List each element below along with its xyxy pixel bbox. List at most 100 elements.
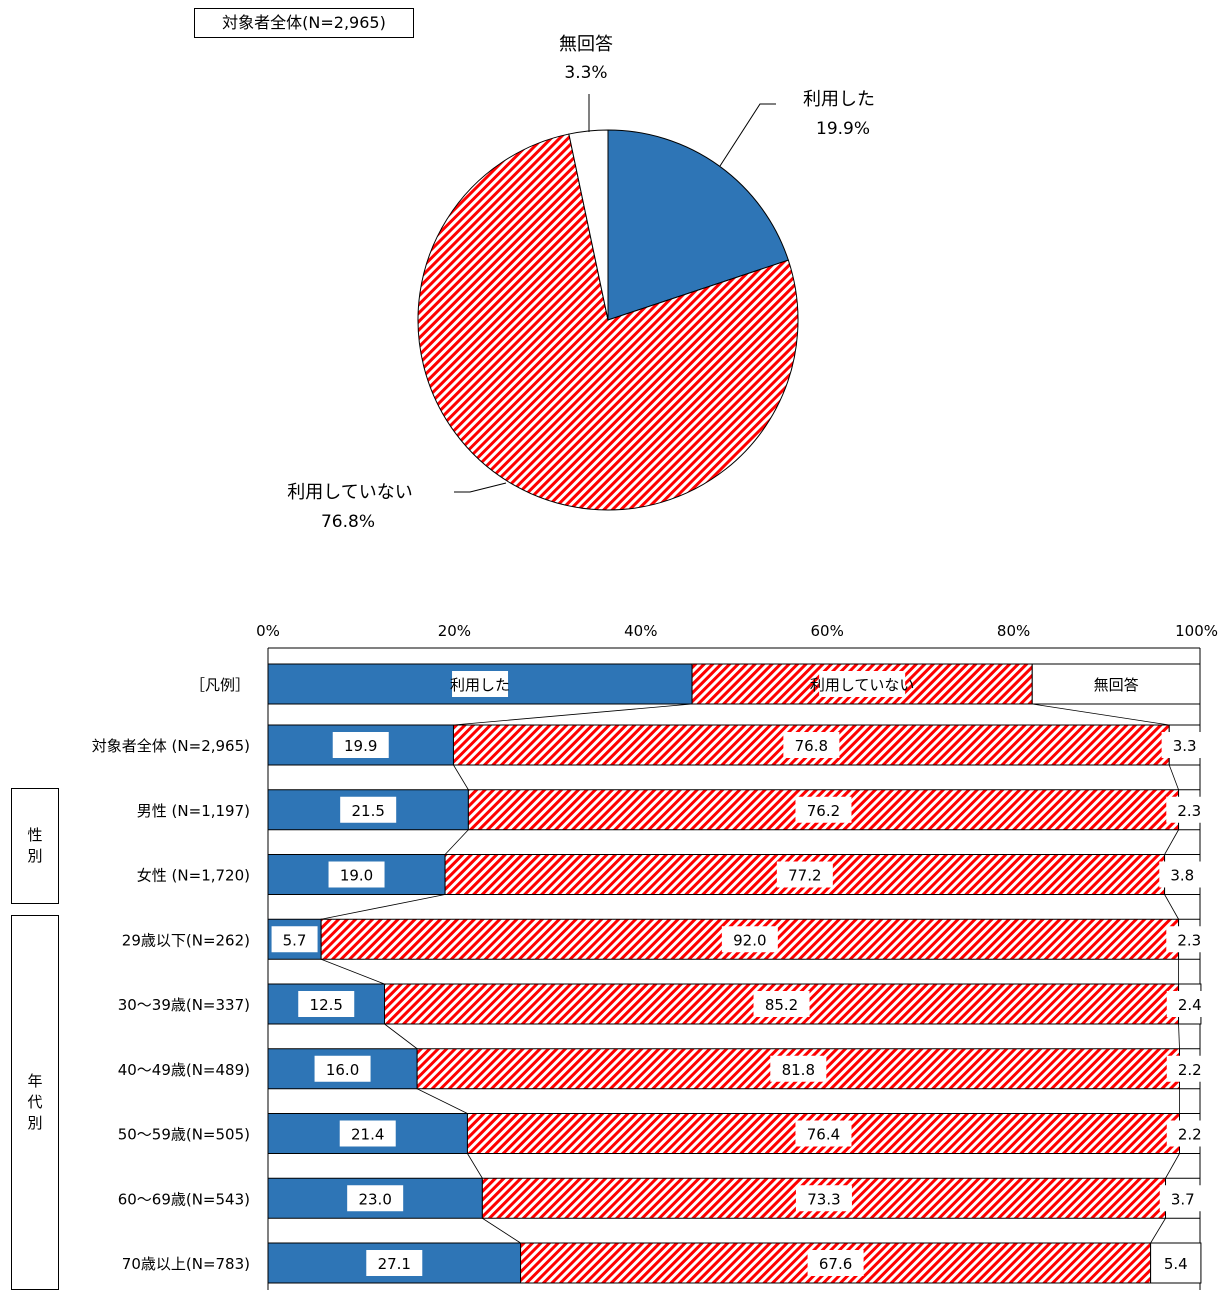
legend-row-value-box: [452, 671, 509, 697]
bar-row-category-label: 29歳以下(N=262): [122, 931, 250, 949]
connector-line: [1168, 764, 1179, 790]
bar-row-value-label: 2.3: [1177, 802, 1201, 820]
bar-row-value-label: 12.5: [310, 996, 343, 1014]
bar-row-value-box: [783, 732, 840, 758]
stacked-bar-chart: 0% 20% 40% 60% 80% 100% 利用した 利用していない 無回答 ［凡例］ 19.9…: [92, 622, 1218, 1290]
bar-row-value-label: 92.0: [733, 931, 766, 949]
bar-row-value-label: 23.0: [358, 1190, 391, 1208]
bar-row-value-label: 3.7: [1171, 1190, 1195, 1208]
pie-header: 対象者全体(N=2,965): [194, 8, 414, 38]
bar-row-value-box: [339, 1120, 396, 1147]
connector-line: [384, 1023, 418, 1050]
bar-row-value-label: 76.2: [807, 802, 840, 820]
bar-row-category-label: 対象者全体 (N=2,965): [92, 737, 250, 755]
bar-row-value-box: [770, 1055, 827, 1082]
bar-row-value-box: [340, 796, 397, 823]
bar-row-value-box: [776, 861, 833, 888]
bar-row-value-box: [1161, 732, 1208, 758]
pie-slice-label: 利用していない: [287, 482, 412, 503]
bar-row-value-label: 73.3: [807, 1190, 840, 1208]
bar-row-value-label: 67.6: [819, 1255, 852, 1273]
legend-row-value-box: [819, 671, 906, 697]
group-label-sex-char: 性: [27, 826, 43, 844]
bar-row-category-label: 女性 (N=1,720): [137, 867, 250, 885]
connector-line: [453, 703, 693, 726]
bar-row-value-label: 3.3: [1173, 737, 1197, 755]
connector-line: [482, 1217, 521, 1244]
pie-slice-value: 19.9%: [816, 119, 870, 139]
bar-row-value-label: 2.4: [1178, 996, 1202, 1014]
bar-row-value-box: [1152, 1250, 1199, 1276]
bar-row-value-box: [721, 926, 778, 953]
bar-row-value-label: 76.4: [807, 1126, 840, 1144]
bar-row-value-box: [1166, 796, 1213, 823]
legend-row-value-label: 利用した: [450, 676, 510, 694]
legend-row-value-label: 利用していない: [810, 676, 915, 694]
x-tick-label: 20%: [438, 622, 471, 640]
bar-row-value-box: [328, 861, 385, 888]
pie-leader-line: [454, 482, 507, 493]
connector-line: [1164, 829, 1179, 855]
connector-line: [416, 1088, 468, 1114]
pie-slice-label: 利用した: [803, 89, 875, 110]
bar-row-category-label: 60～69歳(N=543): [118, 1190, 250, 1208]
bar-row-value-label: 77.2: [788, 867, 821, 885]
bar-row-value-label: 27.1: [378, 1255, 411, 1273]
bar-row-value-box: [298, 991, 355, 1017]
connector-line: [1164, 894, 1179, 920]
pie-slice: [607, 129, 789, 321]
bar-row-value-label: 76.8: [795, 737, 828, 755]
x-tick-label: 60%: [811, 622, 844, 640]
bar-row-value-box: [332, 732, 389, 758]
connector-line: [320, 958, 385, 985]
connector-line: [1165, 1153, 1180, 1179]
bar-row-value-box: [1166, 926, 1213, 953]
legend-row-value-label: 無回答: [1094, 676, 1139, 694]
bar-row-value-box: [1159, 861, 1206, 888]
legend-row-category-label: ［凡例］: [190, 676, 250, 694]
connector-line: [1032, 703, 1170, 726]
bar-row-value-box: [795, 1120, 852, 1147]
x-tick-label: 0%: [256, 622, 280, 640]
bar-row-value-label: 2.2: [1178, 1126, 1202, 1144]
pie-slice: [417, 133, 799, 511]
bar-row-value-box: [271, 926, 318, 953]
legend-row-segment: [1031, 663, 1201, 705]
bar-row-value-box: [753, 991, 810, 1017]
bar-row-category-label: 70歳以上(N=783): [122, 1255, 250, 1273]
bar-row-value-box: [795, 1185, 852, 1212]
bar-row-value-label: 85.2: [765, 996, 798, 1014]
bar-row-value-label: 81.8: [782, 1061, 815, 1079]
connector-line: [1150, 1218, 1166, 1244]
bar-row-value-box: [1166, 991, 1213, 1017]
bar-row-value-label: 21.5: [351, 802, 384, 820]
bar-row-value-label: 21.4: [351, 1126, 384, 1144]
bar-row-value-box: [1166, 1055, 1213, 1082]
connector-line: [467, 1153, 483, 1179]
connector-line: [1178, 1023, 1180, 1049]
x-tick-label: 40%: [624, 622, 657, 640]
pie-slice-value: 76.8%: [321, 512, 375, 532]
group-label-age-char: 代: [27, 1093, 43, 1111]
x-tick-label: 100%: [1175, 622, 1218, 640]
bar-row-value-label: 2.3: [1177, 931, 1201, 949]
bar-row-value-label: 19.0: [340, 867, 373, 885]
bar-row-value-label: 19.9: [344, 737, 377, 755]
connector-line: [444, 829, 469, 855]
x-tick-label: 80%: [997, 622, 1030, 640]
bar-row-segment: [267, 1242, 522, 1284]
bar-row-value-box: [1159, 1185, 1206, 1212]
bar-row-value-label: 2.2: [1178, 1061, 1202, 1079]
bar-row-value-label: 16.0: [326, 1061, 359, 1079]
bar-row-category-label: 30～39歳(N=337): [118, 996, 250, 1014]
pie-slice-value: 3.3%: [564, 63, 607, 83]
bar-row-value-box: [807, 1250, 864, 1276]
connector-line: [321, 894, 446, 920]
bar-row-value-box: [347, 1185, 404, 1212]
group-label-sex-char: 別: [27, 847, 43, 865]
bar-row-category-label: 50～59歳(N=505): [118, 1126, 250, 1144]
pie-slice-label: 無回答: [559, 34, 613, 55]
bar-row-category-label: 男性 (N=1,197): [137, 802, 250, 820]
group-label-age: 年 代 別: [11, 915, 59, 1290]
